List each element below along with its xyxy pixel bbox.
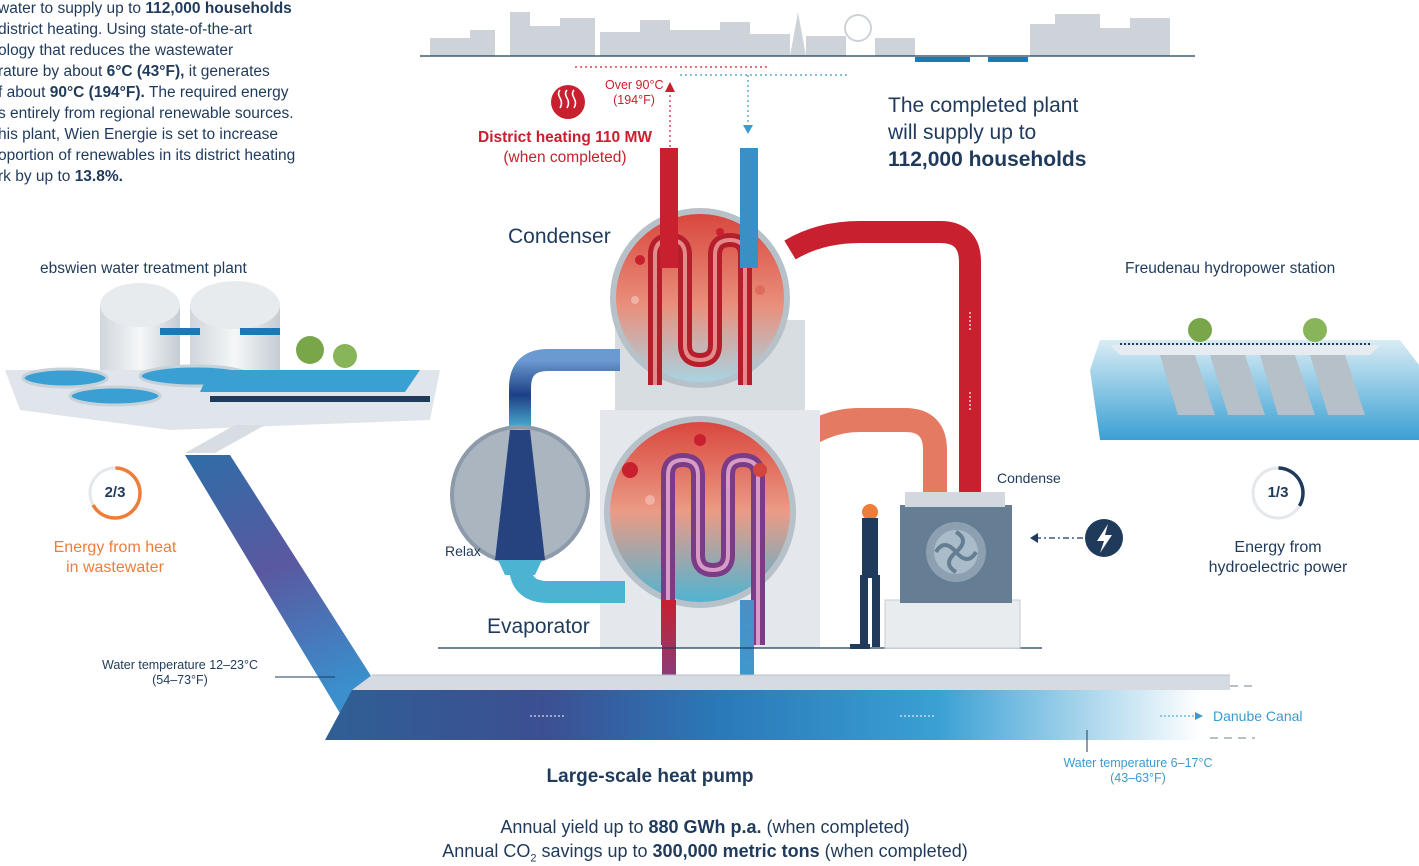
- diagram-title: Large-scale heat pump: [546, 766, 754, 787]
- energy-heat-arc: [91, 466, 142, 520]
- water-temp-out: Water temperature 6–17°C (43–63°F): [1063, 756, 1213, 785]
- city-skyline-icon: [430, 12, 1170, 56]
- district-heating-icon: [551, 85, 585, 119]
- evaporator-vessel: [604, 416, 796, 645]
- energy-hydro-fraction: 1/3: [1267, 484, 1289, 501]
- hydropower-station-icon: [1090, 318, 1419, 440]
- district-temp: Over 90°C (194°F): [605, 78, 664, 107]
- lightning-icon: [1085, 519, 1123, 557]
- energy-heat-fraction: 2/3: [104, 484, 126, 501]
- expansion-valve-icon: [450, 425, 590, 575]
- relax-label: Relax: [445, 543, 481, 559]
- water-temp-in: Water temperature 12–23°C (54–73°F): [102, 658, 258, 687]
- condenser-label: Condenser: [508, 225, 611, 248]
- energy-hydro-arc: [1278, 466, 1305, 507]
- compressor-icon: [884, 492, 1021, 649]
- energy-hydro-ring: [1251, 466, 1305, 520]
- danube-canal-label: Danube Canal: [1213, 708, 1303, 724]
- district-heating-label: District heating 110 MW (when completed): [478, 129, 652, 166]
- water-treatment-plant-icon: [5, 281, 440, 430]
- annual-stats: Annual yield up to 880 GWh p.a. (when co…: [442, 817, 968, 865]
- energy-heat-label: Energy from heat in wastewater: [53, 539, 177, 576]
- freudenau-label: Freudenau hydropower station: [1125, 260, 1336, 277]
- intro-paragraph: water to supply up to 112,000 households…: [0, 0, 296, 185]
- completed-plant-text: The completed plant will supply up to 11…: [888, 94, 1087, 171]
- energy-hydro-label: Energy from hydroelectric power: [1208, 539, 1348, 576]
- energy-heat-ring: [88, 466, 142, 520]
- condenser-vessel: [610, 208, 790, 388]
- person-icon: [850, 504, 880, 649]
- condense-label: Condense: [997, 470, 1061, 486]
- evaporator-label: Evaporator: [487, 615, 590, 638]
- ebswien-label: ebswien water treatment plant: [40, 260, 247, 277]
